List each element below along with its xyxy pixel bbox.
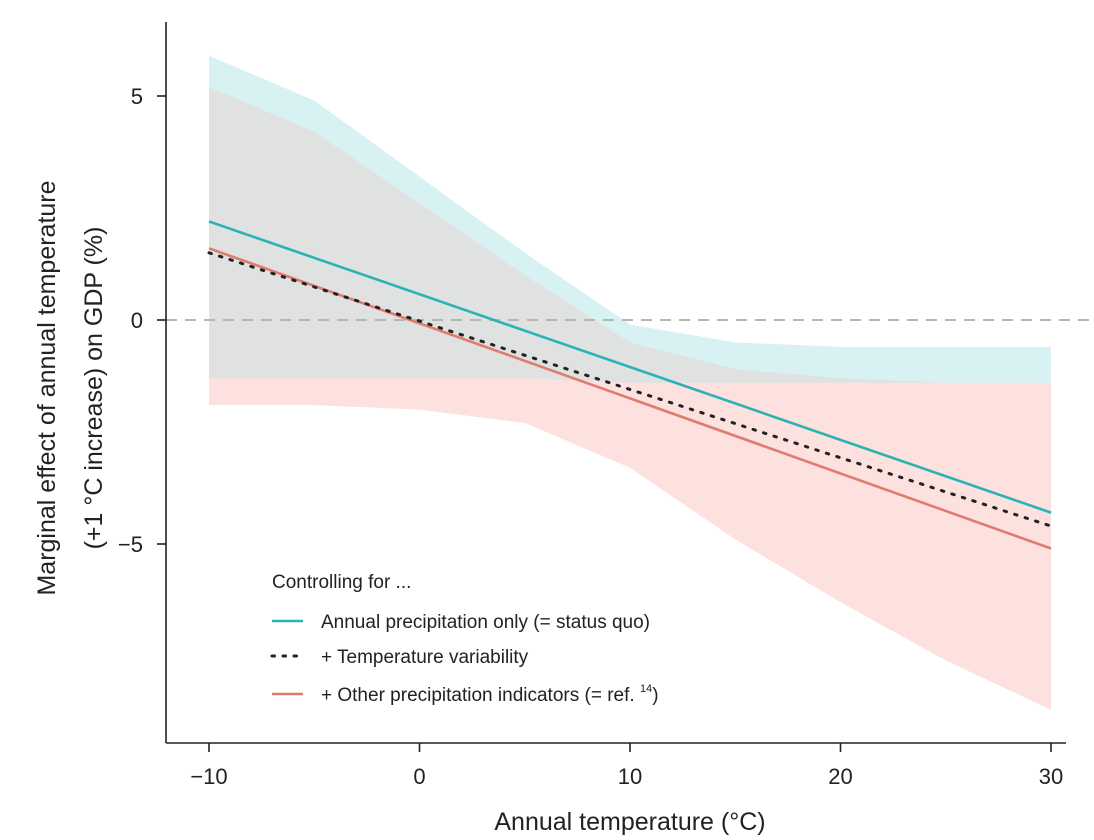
legend-label-other-precipitation: + Other precipitation indicators (= ref.…: [321, 683, 659, 706]
series-lines: [207, 220, 1053, 550]
y-tick-label: −5: [118, 532, 143, 557]
series-line-other-precipitation: [208, 247, 1052, 550]
x-tick-label: 10: [618, 764, 642, 789]
legend-label-temperature-variability: + Temperature variability: [321, 647, 529, 668]
legend: Controlling for ... Annual precipitation…: [270, 572, 659, 706]
series-line-temperature-variability: [207, 251, 1053, 528]
x-tick-label: 0: [413, 764, 425, 789]
y-axis-title-line2: (+1 °C increase) on GDP (%): [80, 227, 108, 550]
y-axis-title-line1: Marginal effect of annual temperature: [33, 180, 61, 595]
legend-label-reference-number: 14: [640, 683, 652, 695]
y-axis-title: Marginal effect of annual temperature (+…: [33, 180, 108, 595]
x-axis-title: Annual temperature (°C): [494, 808, 765, 836]
x-tick-label: 20: [828, 764, 852, 789]
confidence-band-overlap: [209, 87, 1051, 383]
x-tick-label: −10: [190, 764, 227, 789]
series-line-status-quo: [208, 220, 1052, 514]
legend-label-other-precipitation-main: + Other precipitation indicators (= ref.: [321, 685, 640, 706]
y-tick-label: 0: [131, 308, 143, 333]
y-axis-ticks: 5 0 −5: [118, 84, 166, 557]
y-tick-label: 5: [131, 84, 143, 109]
legend-title: Controlling for ...: [272, 572, 411, 593]
x-axis-ticks: −10 0 10 20 30: [190, 743, 1063, 789]
legend-label-other-precipitation-suffix: ): [652, 685, 658, 706]
x-tick-label: 30: [1039, 764, 1063, 789]
legend-label-status-quo: Annual precipitation only (= status quo): [321, 612, 650, 633]
